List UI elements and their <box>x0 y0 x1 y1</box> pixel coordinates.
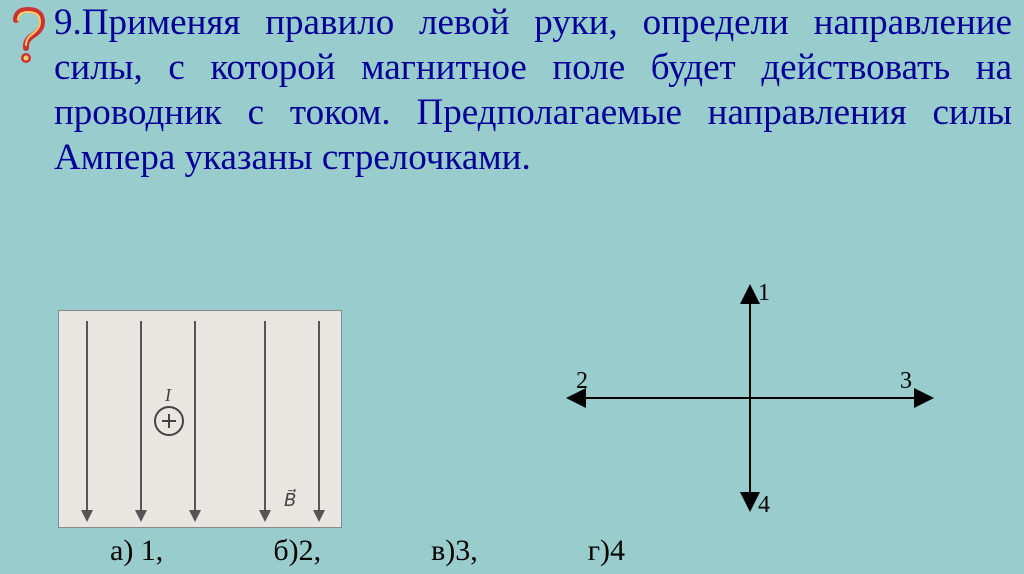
physics-diagram: I B⃗ <box>58 310 342 528</box>
option-b: б)2, <box>273 534 321 568</box>
b-vector-label: B⃗ <box>284 489 296 510</box>
option-d: г)4 <box>588 534 625 568</box>
arrow-label-2: 2 <box>576 368 588 395</box>
magnetic-field-lines <box>87 321 319 516</box>
arrow-label-1: 1 <box>758 280 770 307</box>
current-into-page-symbol: I <box>155 385 183 435</box>
arrow-label-4: 4 <box>758 492 770 519</box>
arrow-label-3: 3 <box>900 368 912 395</box>
svg-text:I: I <box>164 385 172 405</box>
question-mark-icon <box>4 6 52 66</box>
option-c: в)3, <box>431 534 478 568</box>
question-text: 9.Применяя правило левой руки, определи … <box>54 0 1012 181</box>
option-a: а) 1, <box>110 534 163 568</box>
arrow-cross <box>570 288 930 508</box>
answer-options: а) 1, б)2, в)3, г)4 <box>110 534 910 568</box>
